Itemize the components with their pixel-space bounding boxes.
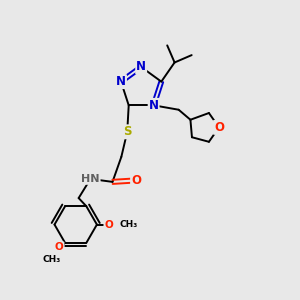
- Text: N: N: [116, 75, 126, 88]
- Text: O: O: [104, 220, 113, 230]
- Text: N: N: [148, 99, 159, 112]
- Text: HN: HN: [81, 174, 100, 184]
- Text: S: S: [123, 125, 131, 138]
- Text: CH₃: CH₃: [120, 220, 138, 229]
- Text: O: O: [55, 242, 64, 252]
- Text: CH₃: CH₃: [43, 255, 61, 264]
- Text: N: N: [136, 61, 146, 74]
- Text: O: O: [131, 174, 141, 187]
- Text: O: O: [214, 121, 224, 134]
